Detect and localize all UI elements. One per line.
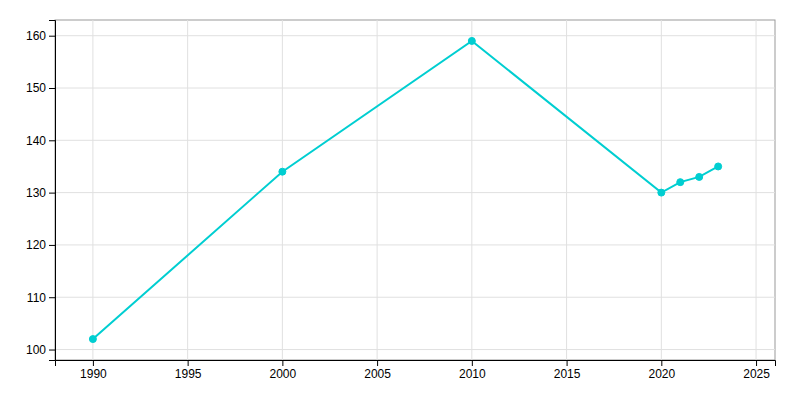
chart-svg: 1990 1995 2000 2005 2010 2015 2020 2025 100 110 12… [0, 0, 800, 400]
grid-line-x [187, 20, 188, 360]
y-tick-mark [49, 140, 55, 141]
grid-line-x [756, 20, 757, 360]
y-tick-label: 120 [26, 238, 46, 252]
x-tick: 2015 [554, 360, 581, 381]
grid-line-y [55, 35, 775, 36]
x-tick-label: 2015 [554, 367, 581, 381]
y-axis: 100 110 120 130 140 150 160 [26, 21, 56, 361]
y-tick: 110 [27, 291, 55, 305]
y-tick: 140 [26, 134, 55, 148]
x-tick-label: 2005 [364, 367, 391, 381]
y-tick-label: 150 [26, 81, 46, 95]
y-tick: 150 [26, 81, 55, 95]
point [715, 163, 722, 170]
y-tick-mark [49, 245, 55, 246]
x-tick-label: 1995 [175, 367, 202, 381]
point [279, 168, 286, 175]
y-tick-label: 100 [26, 343, 46, 357]
grid-line-x [566, 20, 567, 360]
y-tick: 120 [26, 238, 55, 252]
plot-frame [55, 20, 775, 360]
point [89, 336, 96, 343]
x-tick: 2010 [459, 360, 486, 381]
x-tick-label: 2010 [459, 367, 486, 381]
x-tick-label: 2000 [270, 367, 297, 381]
grid-line-x [282, 20, 283, 360]
y-tick-label: 110 [27, 291, 46, 305]
x-tick-label: 1990 [80, 367, 107, 381]
x-tick-mark [756, 360, 757, 366]
x-tick: 2020 [648, 360, 675, 381]
x-tick: 2025 [743, 360, 770, 381]
point [468, 37, 475, 44]
y-tick: 160 [26, 29, 55, 43]
x-tick: 1990 [80, 360, 107, 381]
y-tick-mark [49, 193, 55, 194]
x-tick-label: 2025 [743, 367, 770, 381]
grid [55, 20, 775, 360]
y-tick-label: 130 [26, 186, 46, 200]
grid-line-x [92, 20, 93, 360]
grid-line-y [55, 140, 775, 141]
x-tick-label: 2020 [648, 367, 675, 381]
grid-line-y [55, 349, 775, 350]
grid-line-x [471, 20, 472, 360]
x-axis-line [56, 361, 776, 367]
x-tick: 2005 [364, 360, 391, 381]
y-axis-line [49, 21, 56, 361]
plot-area: 1990 1995 2000 2005 2010 2015 2020 2025 100 110 12… [26, 20, 776, 381]
grid-line-y [55, 297, 775, 298]
grid-line-y [55, 244, 775, 245]
x-axis: 1990 1995 2000 2005 2010 2015 2020 2025 [56, 360, 776, 381]
x-tick-mark [377, 360, 378, 366]
y-tick-mark [49, 88, 55, 89]
x-tick-mark [661, 360, 662, 366]
x-tick-mark [188, 360, 189, 366]
y-tick-mark [49, 350, 55, 351]
x-tick-mark [472, 360, 473, 366]
x-tick-mark [567, 360, 568, 366]
grid-line-y [55, 192, 775, 193]
point [677, 179, 684, 186]
point [658, 189, 665, 196]
x-tick-mark [93, 360, 94, 366]
y-tick: 130 [26, 186, 55, 200]
y-tick: 100 [26, 343, 55, 357]
x-tick: 1995 [175, 360, 202, 381]
x-tick-mark [282, 360, 283, 366]
x-tick: 2000 [270, 360, 297, 381]
line [93, 41, 718, 339]
point [696, 173, 703, 180]
y-tick-mark [49, 36, 55, 37]
grid-line-y [55, 88, 775, 89]
y-tick-label: 160 [26, 29, 46, 43]
y-tick-mark [49, 297, 55, 298]
y-tick-label: 140 [26, 134, 46, 148]
series [89, 37, 721, 342]
grid-line-x [377, 20, 378, 360]
